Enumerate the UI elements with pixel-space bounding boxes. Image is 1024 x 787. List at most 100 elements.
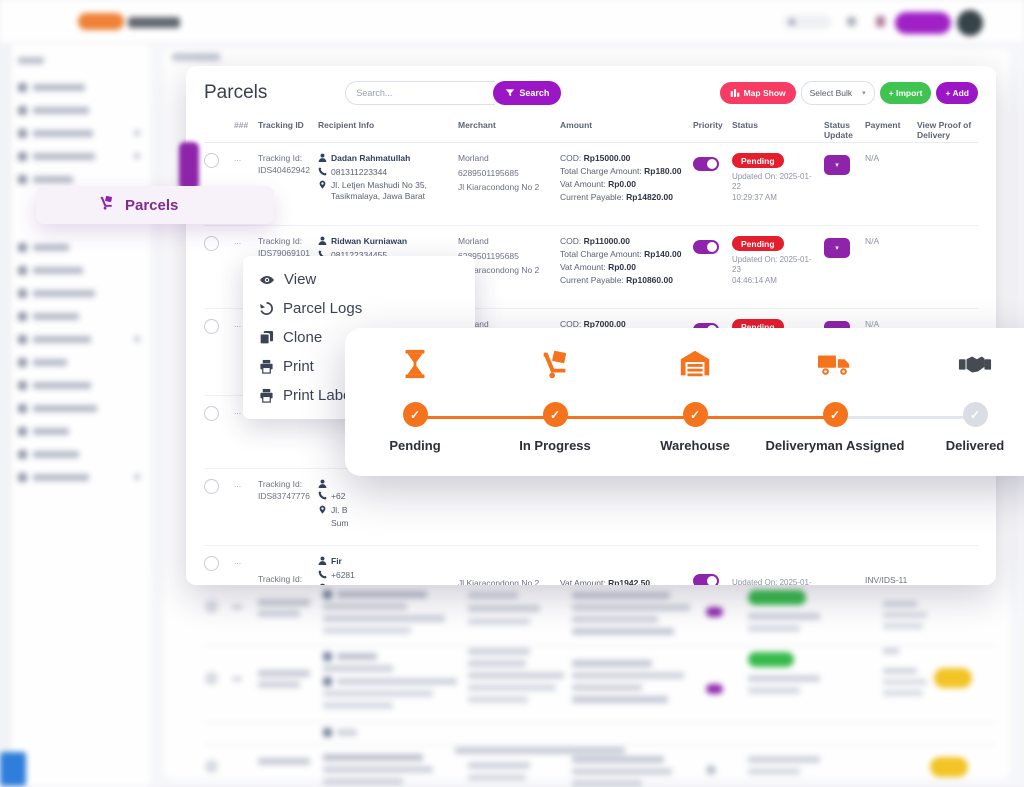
blurred-ui-fragment [572, 592, 670, 599]
blurred-ui-fragment [134, 130, 140, 136]
blurred-ui-fragment [468, 660, 526, 667]
tracking-cell: Tracking Id:IDS95937542 [258, 574, 303, 584]
payment-cell: INV/IDS-11Paid At: 22nd January 2025 [865, 575, 908, 585]
row-checkbox[interactable] [204, 556, 219, 571]
blurred-ui-fragment [883, 601, 917, 607]
blurred-ui-fragment [468, 672, 564, 679]
table-row: ... Tracking Id: IDS40462942 Dadan Rahmat… [204, 143, 978, 226]
status-update-dropdown[interactable]: ▾ [824, 155, 850, 175]
map-show-button[interactable]: Map Show [719, 82, 796, 104]
printer-icon [260, 359, 273, 374]
hourglass-icon [405, 349, 425, 379]
blurred-ui-fragment [205, 645, 995, 646]
blurred-ui-fragment [323, 652, 332, 661]
blurred-ui-fragment [258, 670, 310, 677]
blurred-ui-fragment [18, 358, 27, 367]
status-timeline-overlay: ✓ Pending ✓ In Progress ✓ Warehouse ✓ De… [345, 328, 1024, 476]
blurred-ui-fragment [323, 627, 411, 634]
row-checkbox[interactable] [204, 153, 219, 168]
blurred-ui-fragment [337, 729, 357, 736]
status-badge: Pending [732, 153, 784, 168]
status-badge: Pending [732, 236, 784, 251]
blurred-ui-fragment [18, 473, 27, 482]
blurred-ui-fragment [33, 244, 69, 251]
blurred-ui-fragment [572, 696, 668, 703]
blurred-ui-fragment [468, 618, 530, 625]
status-update-dropdown[interactable]: ▾ [824, 238, 850, 258]
row-checkbox[interactable] [204, 406, 219, 421]
blurred-ui-fragment [258, 599, 310, 606]
blurred-ui-fragment [748, 590, 806, 605]
blurred-ui-fragment [134, 336, 140, 342]
col-merchant: Merchant [458, 120, 496, 130]
search-button[interactable]: Search [493, 81, 562, 105]
blurred-ui-fragment [883, 623, 923, 629]
import-button[interactable]: + Import [879, 82, 932, 104]
blurred-ui-fragment [18, 335, 27, 344]
menu-item-view[interactable]: View [243, 265, 475, 294]
row-handle: ... [234, 406, 242, 416]
row-checkbox[interactable] [204, 479, 219, 494]
menu-item-parcel-logs[interactable]: Parcel Logs [243, 294, 475, 323]
filter-icon [506, 89, 515, 97]
table-row: ... Tracking Id: IDS83747776 +62 Jl. B Su… [204, 469, 978, 546]
blurred-ui-fragment [33, 290, 95, 297]
row-checkbox[interactable] [204, 236, 219, 251]
blurred-ui-fragment [172, 53, 220, 61]
handshake-icon [958, 356, 992, 373]
blurred-ui-fragment [934, 668, 972, 688]
blurred-ui-fragment [205, 722, 995, 723]
col-recipient: Recipient Info [318, 120, 375, 130]
amount-cell: COD: Rp15000.00 Total Charge Amount: Rp1… [560, 153, 682, 202]
blurred-ui-fragment [337, 678, 457, 685]
blurred-ui-fragment [748, 768, 800, 775]
menu-item-clone[interactable]: Clone [243, 323, 475, 352]
person-icon [318, 479, 327, 488]
col-priority: Priority [693, 120, 723, 130]
col-amount: Amount [560, 120, 593, 130]
blurred-ui-fragment [18, 289, 27, 298]
blurred-ui-fragment [258, 758, 310, 765]
blurred-ui-fragment [18, 381, 27, 390]
blurred-ui-fragment [323, 766, 433, 773]
table-row: ... Tracking Id: IDS79069101 Ridwan Kurni… [204, 226, 978, 309]
warehouse-icon [680, 350, 710, 377]
check-icon: ✓ [962, 402, 988, 427]
menu-item-print-label[interactable]: Print Label [243, 381, 475, 410]
blurred-ui-fragment [205, 600, 218, 613]
row-checkbox[interactable] [204, 319, 219, 334]
sidebar-item-parcels[interactable]: Parcels [36, 186, 274, 224]
row-handle: ... [234, 153, 242, 163]
priority-toggle[interactable] [693, 240, 719, 254]
blurred-ui-fragment [33, 382, 91, 389]
dolly-icon [98, 194, 115, 216]
payment-cell: N/A [865, 319, 880, 329]
add-button[interactable]: + Add [936, 82, 978, 104]
blurred-ui-fragment [33, 313, 79, 320]
blurred-ui-fragment [33, 451, 79, 458]
menu-item-print[interactable]: Print [243, 352, 475, 381]
select-bulk-dropdown[interactable]: Select Bulk ▾ [800, 81, 875, 105]
blurred-ui-fragment [323, 590, 332, 599]
blurred-ui-fragment [33, 130, 93, 137]
priority-toggle[interactable] [693, 574, 719, 585]
blurred-ui-fragment [33, 176, 73, 183]
pin-icon [319, 505, 326, 514]
blurred-ui-fragment [12, 44, 150, 786]
blurred-ui-fragment [33, 428, 69, 435]
blurred-ui-fragment [232, 677, 242, 681]
blurred-ui-fragment [748, 675, 820, 682]
history-icon [260, 302, 273, 315]
blurred-ui-fragment [128, 17, 180, 28]
status-cell: Updated On: 2025-01-2206:01:41 AM [732, 578, 812, 585]
tracking-cell: Tracking Id: IDS83747776 [258, 479, 310, 501]
row-handle: ... [234, 556, 242, 566]
search-input[interactable] [345, 81, 496, 105]
blurred-ui-fragment [18, 404, 27, 413]
timeline-step-pending: ✓ Pending [345, 342, 485, 476]
blurred-ui-fragment [748, 652, 794, 667]
check-icon: ✓ [542, 402, 568, 427]
priority-toggle[interactable] [693, 157, 719, 171]
page-title: Parcels [204, 82, 268, 103]
